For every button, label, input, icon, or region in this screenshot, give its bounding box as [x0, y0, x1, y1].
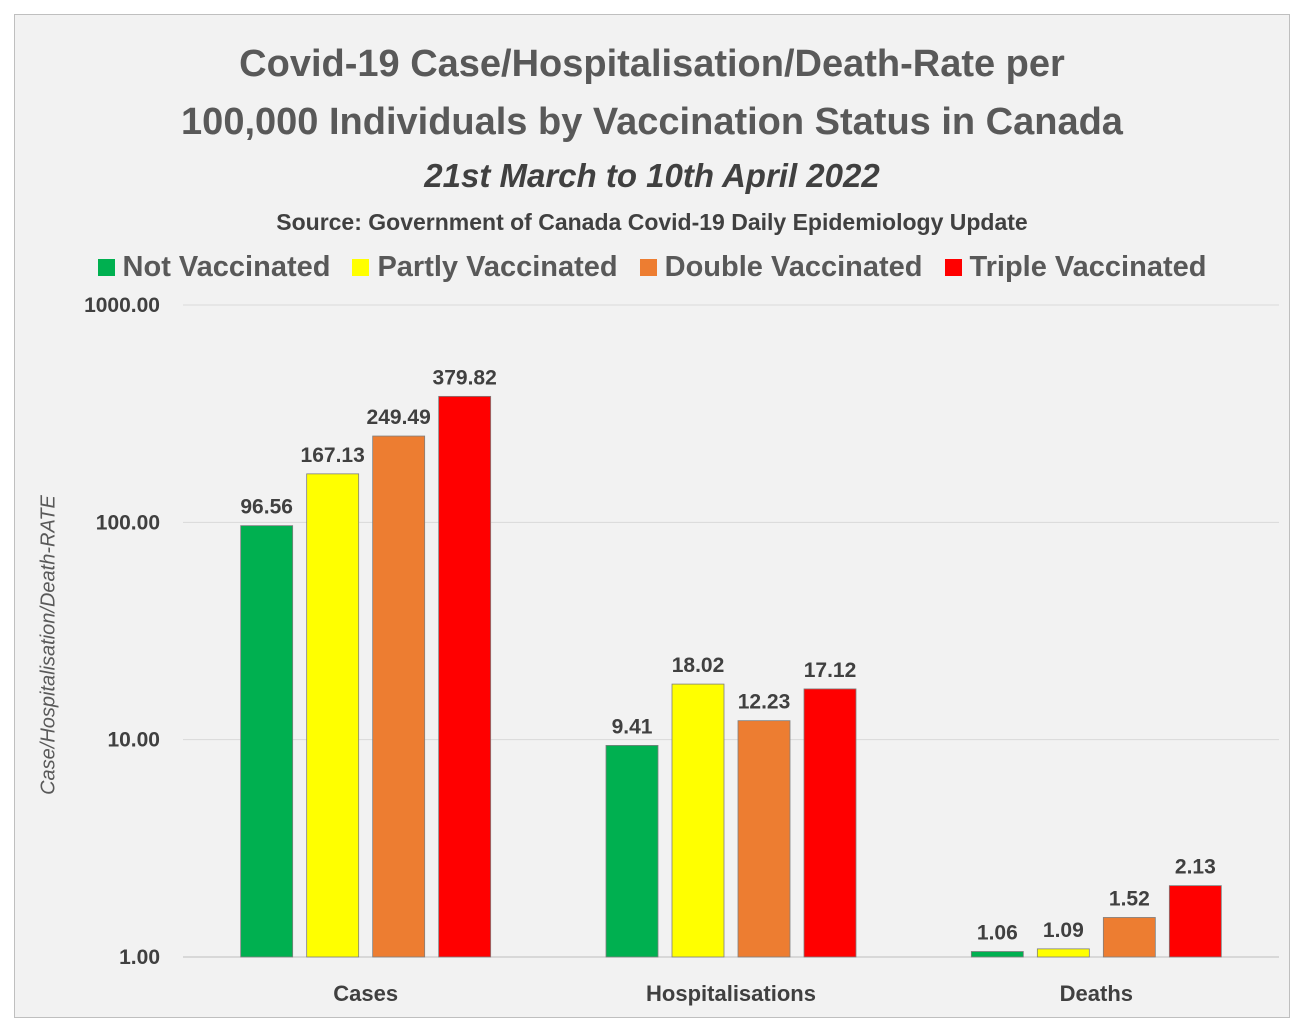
legend-swatch-not-vaccinated [97, 259, 115, 276]
legend-label-double-vaccinated: Double Vaccinated [664, 251, 923, 283]
y-tick-label: 10.00 [107, 729, 160, 752]
bar-hospitalisations-triple-vaccinated [803, 688, 857, 958]
legend-item-partly-vaccinated: Partly Vaccinated [352, 251, 618, 284]
legend-label-not-vaccinated: Not Vaccinated [122, 251, 331, 283]
y-tick-label: 1.00 [119, 946, 160, 969]
bar-hospitalisations-double-vaccinated [737, 720, 791, 958]
legend-swatch-triple-vaccinated [944, 259, 962, 276]
bar-deaths-triple-vaccinated [1168, 885, 1222, 958]
legend-swatch-double-vaccinated [639, 259, 657, 276]
bar-deaths-partly-vaccinated [1036, 948, 1090, 958]
x-category-label-hospitalisations: Hospitalisations [646, 981, 816, 1006]
data-label: 379.82 [433, 366, 497, 389]
x-category-label-deaths: Deaths [1060, 981, 1133, 1006]
chart-title-line-1: Covid-19 Case/Hospitalisation/Death-Rate… [239, 43, 1065, 85]
bar-cases-partly-vaccinated [306, 473, 360, 958]
data-label: 12.23 [738, 691, 791, 714]
data-label: 249.49 [367, 406, 431, 429]
data-label: 18.02 [672, 654, 725, 677]
bar-cases-triple-vaccinated [438, 395, 492, 958]
bar-hospitalisations-partly-vaccinated [671, 683, 725, 958]
legend-swatch-partly-vaccinated [352, 259, 370, 276]
bar-cases-not-vaccinated [240, 525, 294, 958]
data-label: 2.13 [1175, 856, 1216, 879]
y-tick-label: 1000.00 [84, 294, 160, 317]
chart-frame: Covid-19 Case/Hospitalisation/Death-Rate… [14, 14, 1290, 1018]
bar-hospitalisations-not-vaccinated [605, 745, 659, 958]
legend: Not Vaccinated Partly Vaccinated Double … [15, 251, 1289, 284]
legend-item-triple-vaccinated: Triple Vaccinated [944, 251, 1207, 284]
data-label: 1.52 [1109, 887, 1150, 910]
legend-item-double-vaccinated: Double Vaccinated [639, 251, 923, 284]
data-label: 167.13 [301, 444, 365, 467]
legend-label-partly-vaccinated: Partly Vaccinated [377, 251, 618, 283]
data-label: 1.09 [1043, 919, 1084, 942]
bar-deaths-double-vaccinated [1102, 917, 1156, 958]
chart-subtitle: 21st March to 10th April 2022 [424, 157, 880, 194]
data-label: 9.41 [612, 715, 653, 738]
legend-item-not-vaccinated: Not Vaccinated [97, 251, 331, 284]
data-label: 1.06 [977, 922, 1018, 945]
y-tick-label: 100.00 [96, 511, 160, 534]
chart-source: Source: Government of Canada Covid-19 Da… [276, 209, 1028, 235]
data-label: 17.12 [804, 659, 857, 682]
chart-title-line-2: 100,000 Individuals by Vaccination Statu… [181, 101, 1123, 143]
bar-cases-double-vaccinated [372, 435, 426, 958]
x-category-label-cases: Cases [333, 981, 398, 1006]
plot-area: 1.00 10.00 100.00 1000.00 96.56 167.13249.493… [84, 294, 1279, 1006]
legend-label-triple-vaccinated: Triple Vaccinated [969, 251, 1207, 283]
bar-deaths-not-vaccinated [970, 951, 1024, 958]
data-label: 96.56 [240, 496, 293, 519]
